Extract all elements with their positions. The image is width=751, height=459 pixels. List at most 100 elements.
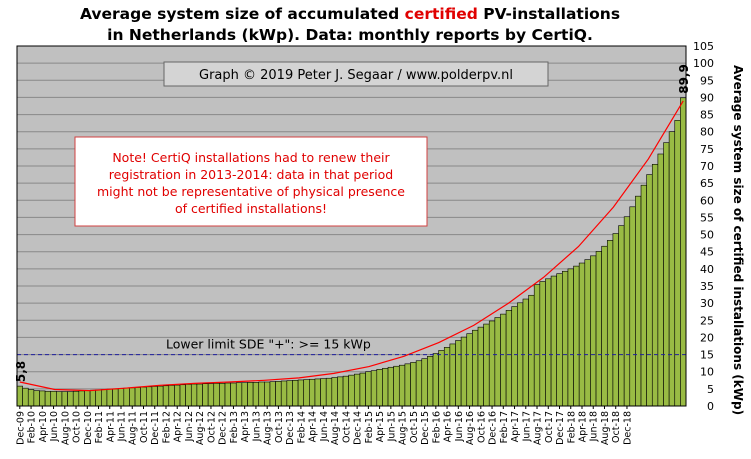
bar	[314, 378, 321, 407]
bar	[33, 390, 40, 407]
x-tick-label: Oct-14	[341, 411, 352, 443]
bar	[674, 120, 681, 407]
bar	[382, 367, 389, 407]
bar	[258, 381, 265, 407]
x-tick-label: Jun-14	[319, 411, 330, 442]
bar	[174, 384, 181, 407]
bar	[348, 374, 355, 407]
x-tick-label: Apr-13	[240, 411, 251, 442]
x-tick-label: Jun-18	[589, 411, 600, 442]
bar	[39, 390, 46, 407]
bar	[443, 347, 451, 407]
bar	[618, 225, 625, 407]
bar	[303, 379, 310, 407]
x-tick-label: Aug-10	[60, 411, 71, 445]
bar	[545, 278, 552, 407]
bar	[488, 320, 496, 407]
x-tick-label: Dec-15	[420, 411, 431, 445]
bar	[511, 306, 518, 407]
bar	[337, 376, 344, 407]
x-tick-label: Apr-10	[38, 411, 49, 442]
title-highlight: certified	[404, 5, 478, 23]
bar	[404, 363, 411, 407]
note-line: registration in 2013-2014: data in that …	[109, 167, 393, 182]
bar	[483, 323, 490, 407]
first-value-label: 5,8	[14, 361, 28, 382]
bar	[668, 131, 676, 407]
bar	[264, 381, 271, 407]
y-tick-label: 60	[700, 194, 714, 207]
bar	[275, 381, 282, 407]
bar	[455, 340, 462, 407]
bar	[309, 378, 316, 407]
copyright-text: Graph © 2019 Peter J. Segaar / www.polde…	[199, 68, 513, 83]
y-tick-label: 20	[700, 331, 714, 344]
bar	[286, 380, 293, 407]
bar	[190, 383, 198, 407]
bar	[533, 284, 541, 407]
x-tick-label: Jun-10	[49, 411, 60, 442]
bar	[269, 381, 276, 407]
x-tick-label: Aug-14	[330, 411, 341, 445]
bar	[601, 245, 608, 407]
bar	[629, 206, 636, 407]
bar	[123, 387, 130, 407]
y-tick-label: 10	[700, 366, 714, 379]
bar	[230, 382, 237, 407]
bar	[117, 388, 125, 407]
x-tick-label: Apr-16	[443, 411, 454, 442]
bar	[331, 377, 338, 407]
title-text-b: PV-installations	[477, 5, 621, 23]
bar	[657, 153, 664, 407]
y-tick-label: 15	[700, 349, 714, 362]
bar	[224, 382, 231, 407]
x-tick-label: Aug-16	[465, 411, 476, 445]
bar	[179, 384, 186, 407]
y-tick-label: 30	[700, 297, 714, 310]
y-axis-label: Average system size of certified install…	[731, 65, 745, 415]
x-tick-label: Oct-12	[207, 411, 218, 443]
bar	[556, 273, 563, 407]
bar	[129, 387, 136, 407]
x-tick-label: Apr-14	[308, 411, 319, 442]
bar	[162, 385, 170, 407]
bar	[146, 386, 153, 407]
bar	[410, 362, 417, 407]
x-tick-label: Apr-15	[375, 411, 386, 442]
y-tick-label: 85	[700, 109, 714, 122]
x-tick-label: Dec-14	[353, 411, 364, 445]
x-tick-label: Dec-11	[150, 411, 161, 445]
x-tick-label: Dec-09	[15, 411, 26, 445]
copyright-box	[163, 61, 549, 87]
limit-label: Lower limit SDE "+": >= 15 kWp	[166, 337, 371, 352]
bar	[106, 388, 113, 407]
y-axis-ticks: 0 5 10 15 20 25 30 35 40 45 50 55 60 65 70 75 80 85 90 95 10…	[693, 40, 714, 413]
bar	[354, 373, 361, 407]
bar-series	[16, 97, 687, 407]
bar	[365, 371, 372, 407]
x-tick-label: Apr-17	[510, 411, 521, 442]
bar	[44, 390, 52, 407]
bar	[680, 97, 687, 407]
bar	[427, 355, 434, 407]
note-text: Note! CertiQ installations had to renew …	[97, 150, 405, 216]
x-tick-label: Feb-12	[162, 411, 173, 443]
bar	[196, 383, 203, 407]
bar	[376, 369, 383, 407]
bar	[16, 385, 23, 407]
x-tick-label: Aug-15	[398, 411, 409, 445]
bar	[297, 379, 305, 407]
bar	[112, 388, 119, 407]
y-tick-label: 95	[700, 74, 714, 87]
y-tick-label: 25	[700, 314, 714, 327]
y-tick-label: 40	[700, 263, 714, 276]
bar	[27, 389, 35, 407]
y-tick-label: 105	[693, 40, 714, 53]
bar	[505, 310, 513, 407]
bar	[342, 375, 349, 407]
y-tick-label: 5	[707, 383, 714, 396]
bar	[247, 382, 254, 407]
bar	[280, 380, 288, 407]
x-tick-label: Aug-12	[195, 411, 206, 445]
x-tick-label: Feb-18	[566, 411, 577, 443]
